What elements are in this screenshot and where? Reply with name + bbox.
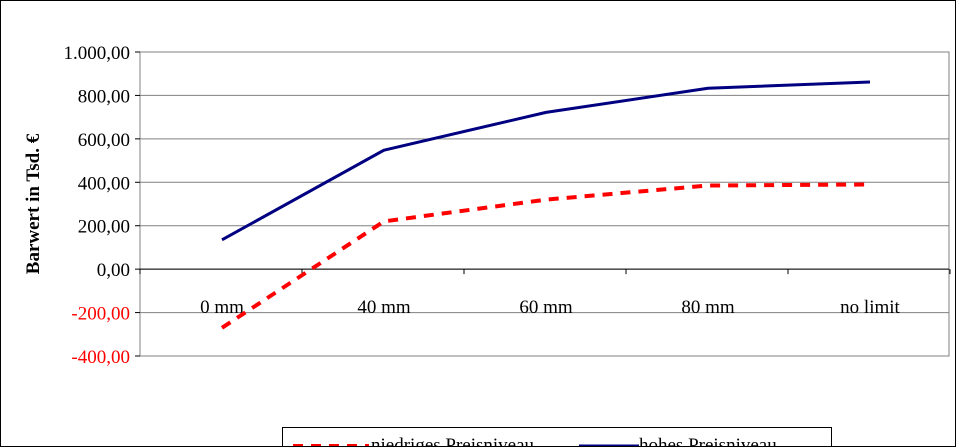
plot-area <box>139 51 950 357</box>
y-tick-label: 200,00 <box>78 217 130 238</box>
x-axis-ticks: 0 mm 40 mm 60 mm 80 mm no limit <box>139 269 951 318</box>
x-tick-label: no limit <box>840 297 900 318</box>
series-lines <box>220 80 871 330</box>
y-tick-label: 600,00 <box>78 130 130 151</box>
y-tick-label: -200,00 <box>71 304 130 325</box>
legend-item-series-1: niedriges Preisniveau <box>291 428 535 447</box>
y-tick-label: 0,00 <box>97 260 130 281</box>
series-line-1 <box>220 182 871 330</box>
x-tick-label: 40 mm <box>357 297 411 318</box>
x-tick-label: 60 mm <box>519 297 573 318</box>
y-tick-label: 1.000,00 <box>64 43 131 64</box>
legend: niedriges Preisniveau hohes Preisniveau <box>282 427 832 447</box>
y-axis-ticks: -400,00 -200,00 0,00 200,00 400,00 600,00 800,… <box>64 43 140 368</box>
y-tick-label: 400,00 <box>78 173 130 194</box>
series-line-2 <box>221 80 871 242</box>
legend-swatch-solid-navy <box>579 444 639 446</box>
y-tick-label: -400,00 <box>71 347 130 368</box>
legend-item-series-2: hohes Preisniveau <box>579 428 777 447</box>
y-tick-label: 800,00 <box>78 86 130 107</box>
x-tick-label: 80 mm <box>681 297 735 318</box>
x-tick-label: 0 mm <box>200 297 244 318</box>
y-axis-label: Barwert in Tsd. € <box>23 133 44 274</box>
legend-label: hohes Preisniveau <box>639 435 777 447</box>
legend-label: niedriges Preisniveau <box>371 435 535 447</box>
legend-swatch-dashed-red <box>293 444 369 446</box>
